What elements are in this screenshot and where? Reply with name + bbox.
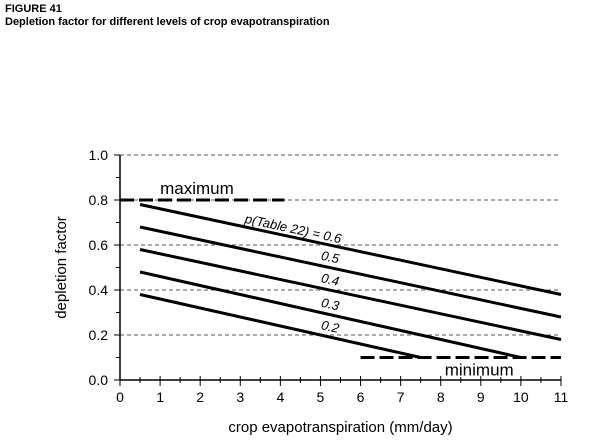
x-tick-label-5: 5 (317, 389, 325, 405)
y-tick-label-5: 1.0 (89, 147, 109, 163)
series-line-1 (139, 225, 562, 319)
x-tick-label-7: 7 (397, 389, 405, 405)
y-tick-label-2: 0.4 (89, 282, 109, 298)
x-tick-label-9: 9 (477, 389, 485, 405)
series-line-2 (139, 248, 562, 341)
y-tick-label-4: 0.8 (89, 192, 109, 208)
x-tick-label-3: 3 (236, 389, 244, 405)
x-tick-label-1: 1 (156, 389, 164, 405)
y-tick-label-0: 0.0 (89, 372, 109, 388)
series-layer (120, 198, 562, 359)
minimum-label: minimum (445, 361, 514, 380)
series-label-0: p(Table 22) = 0.6 (243, 211, 344, 247)
grid-layer (120, 154, 561, 336)
series-label-1: 0.5 (320, 248, 342, 267)
axis-layer: 0 1 2 3 4 5 6 7 8 9 10 11 0.0 0.2 0.4 0.6 0.8 1.0 crop eva… (53, 147, 568, 436)
series-line-0 (139, 203, 562, 296)
y-tick-label-1: 0.2 (89, 327, 109, 343)
x-axis-title: crop evapotranspiration (mm/day) (228, 419, 452, 436)
series-label-3: 0.3 (320, 295, 342, 314)
y-axis-title: depletion factor (53, 216, 70, 319)
figure-label: FIGURE 41 (5, 3, 62, 15)
x-tick-label-6: 6 (357, 389, 365, 405)
x-tick-label-8: 8 (437, 389, 445, 405)
y-tick-label-3: 0.6 (89, 237, 109, 253)
label-layer: maximum minimum p(Table 22) = 0.60.5 0.4 0.3… (160, 179, 514, 380)
series-label-2: 0.4 (320, 270, 341, 288)
series-label-4: 0.2 (320, 317, 342, 336)
figure-title: Depletion factor for different levels of… (5, 16, 330, 28)
x-tick-label-11: 11 (554, 389, 569, 405)
x-tick-label-4: 4 (276, 389, 284, 405)
series-line-4 (139, 293, 422, 359)
x-tick-label-10: 10 (513, 389, 529, 405)
x-tick-label-0: 0 (116, 389, 124, 405)
maximum-label: maximum (160, 179, 234, 198)
series-line-3 (139, 270, 522, 359)
x-tick-label-2: 2 (196, 389, 204, 405)
